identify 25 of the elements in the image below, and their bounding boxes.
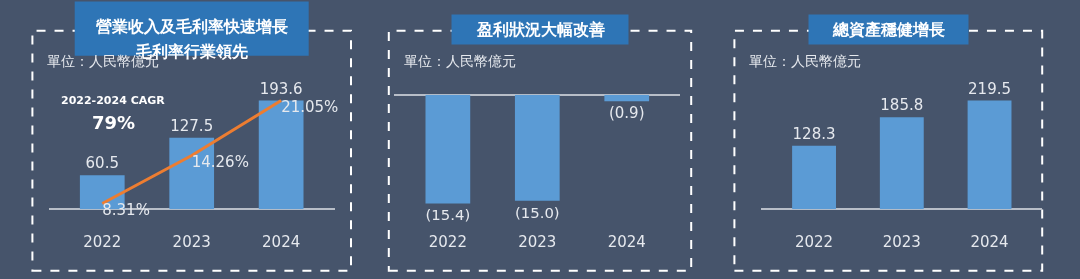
x-tick-label: 2022 (428, 233, 467, 252)
chart-title: 總資產穩健增長 (832, 20, 945, 39)
data-label: 60.5 (85, 154, 119, 173)
x-tick-label: 2024 (607, 233, 646, 252)
data-label: 127.5 (170, 116, 214, 135)
data-label: 185.8 (880, 96, 924, 115)
annotation: 2022-2024 CAGR (61, 94, 166, 107)
data-label: 128.3 (792, 124, 836, 143)
x-tick-label: 2022 (83, 233, 122, 252)
text: 單位：人民幣億元 (404, 53, 516, 69)
x-tick-label: 2023 (518, 233, 557, 252)
data-label: (15.0) (514, 203, 560, 222)
chart-title: 盈利狀況大幅改善 (475, 20, 605, 39)
x-tick-label: 2023 (882, 233, 921, 252)
data-label: (0.9) (608, 104, 645, 123)
x-tick-label: 2024 (262, 233, 301, 252)
data-label: 193.6 (259, 79, 303, 98)
data-label: 219.5 (968, 79, 1012, 98)
data-label: (15.4) (425, 206, 471, 225)
text: 單位：人民幣億元 (749, 53, 861, 69)
annotation: 79% (92, 112, 136, 133)
x-tick-label: 2024 (970, 233, 1009, 252)
chart-title: 營業收入及毛利率快速增長 (96, 17, 288, 36)
x-tick-label: 2023 (172, 233, 211, 252)
x-tick-label: 2022 (794, 233, 834, 252)
